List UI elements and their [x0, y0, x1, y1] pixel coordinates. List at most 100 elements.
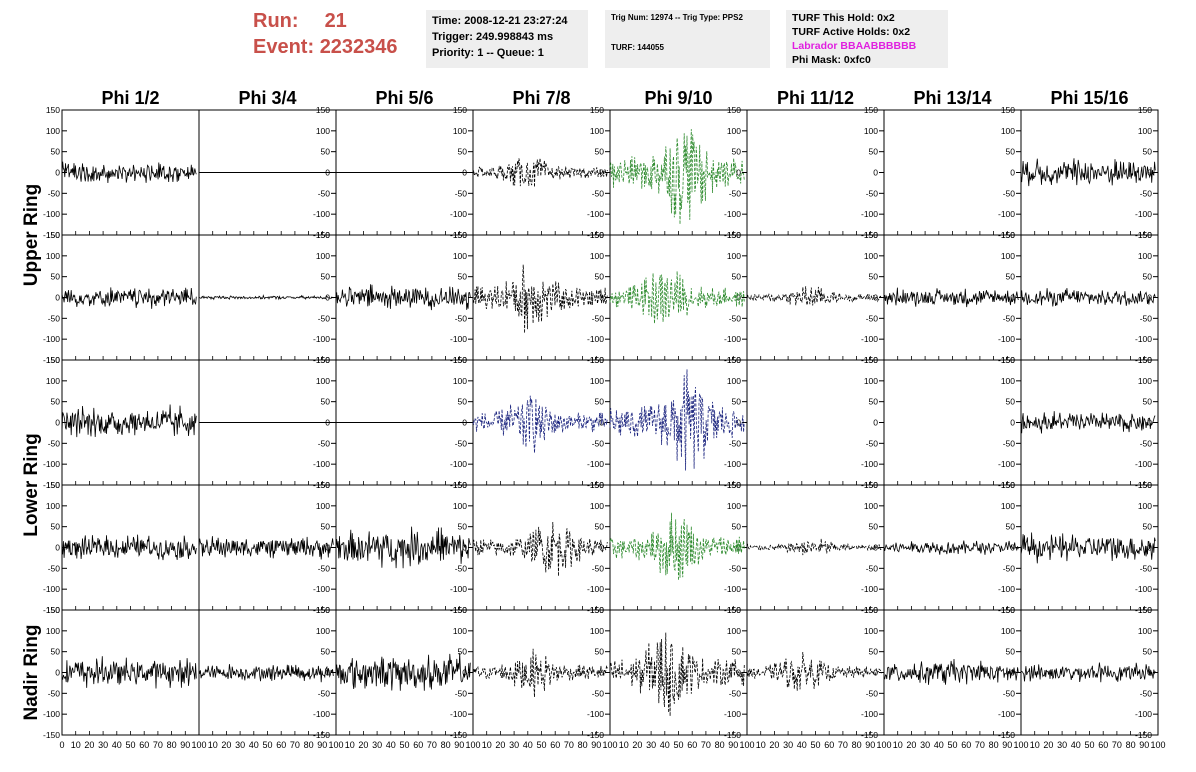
y-tick-label: -100	[861, 459, 878, 469]
y-tick-label: 150	[46, 605, 60, 615]
y-tick-label: 100	[1138, 251, 1152, 261]
y-tick-label: -100	[998, 209, 1015, 219]
x-tick-label: 30	[783, 740, 793, 750]
y-tick-label: 150	[590, 480, 604, 490]
y-tick-label: 0	[1010, 418, 1015, 428]
y-tick-label: 100	[864, 501, 878, 511]
y-tick-label: 50	[458, 647, 468, 657]
waveform-trace	[883, 658, 1019, 685]
x-tick-label: 90	[454, 740, 464, 750]
y-tick-label: 100	[727, 251, 741, 261]
y-tick-label: 150	[727, 605, 741, 615]
y-tick-label: 150	[453, 480, 467, 490]
y-tick-label: 0	[1147, 168, 1152, 178]
x-tick-label: 100	[602, 740, 617, 750]
y-tick-label: -100	[450, 709, 467, 719]
x-tick-label: 20	[632, 740, 642, 750]
y-tick-label: -100	[313, 459, 330, 469]
y-tick-label: 50	[595, 522, 605, 532]
panel-r1-c1: 150 100 50 0 -50 -100 -150	[43, 105, 200, 240]
x-tick-label: 90	[728, 740, 738, 750]
y-tick-label: 100	[1001, 251, 1015, 261]
y-tick-label: 50	[51, 272, 61, 282]
y-tick-label: 150	[316, 480, 330, 490]
y-tick-label: 100	[316, 251, 330, 261]
column-title-1: Phi 1/2	[101, 88, 159, 108]
time-info-box: Time: 2008-12-21 23:27:24 Trigger: 249.9…	[426, 10, 588, 68]
y-tick-label: -100	[450, 334, 467, 344]
y-tick-label: -100	[998, 334, 1015, 344]
x-tick-label: 90	[317, 740, 327, 750]
y-tick-label: 0	[736, 168, 741, 178]
turf-info-box: TURF This Hold: 0x2 TURF Active Holds: 0…	[786, 10, 948, 68]
y-tick-label: 50	[595, 147, 605, 157]
waveform-trace	[472, 158, 608, 188]
column-title-2: Phi 3/4	[238, 88, 296, 108]
y-tick-label: -50	[1003, 313, 1016, 323]
y-tick-label: -50	[48, 188, 61, 198]
y-tick-label: 100	[316, 126, 330, 136]
x-tick-label: 80	[989, 740, 999, 750]
waveform-trace	[1020, 158, 1156, 187]
y-tick-label: 100	[46, 251, 60, 261]
x-tick-label: 20	[495, 740, 505, 750]
waveform-trace	[472, 648, 608, 698]
y-tick-label: -50	[318, 188, 331, 198]
x-tick-label: 30	[1057, 740, 1067, 750]
y-tick-label: 50	[51, 522, 61, 532]
y-tick-label: 50	[595, 647, 605, 657]
y-tick-label: 150	[590, 605, 604, 615]
waveform-trace	[198, 664, 334, 683]
time-text: Time: 2008-12-21 23:27:24	[432, 15, 568, 27]
event-label: Event:	[253, 36, 315, 58]
y-tick-label: 100	[46, 126, 60, 136]
x-tick-label: 20	[906, 740, 916, 750]
y-tick-label: 100	[590, 251, 604, 261]
y-tick-label: 150	[590, 105, 604, 115]
y-tick-label: 150	[727, 230, 741, 240]
x-tick-label: 30	[646, 740, 656, 750]
y-tick-label: -100	[313, 334, 330, 344]
x-tick-label: 10	[1030, 740, 1040, 750]
y-tick-label: 50	[1143, 397, 1153, 407]
y-tick-label: -50	[318, 688, 331, 698]
y-tick-label: -100	[587, 709, 604, 719]
x-tick-label: 50	[536, 740, 546, 750]
y-tick-label: 150	[864, 605, 878, 615]
column-title-8: Phi 15/16	[1050, 88, 1128, 108]
x-tick-label: 60	[1098, 740, 1108, 750]
x-tick-label: 60	[413, 740, 423, 750]
y-tick-label: 150	[46, 480, 60, 490]
y-tick-label: 150	[1001, 605, 1015, 615]
y-tick-label: -100	[43, 334, 60, 344]
y-tick-label: 100	[453, 376, 467, 386]
panel-r3-c1: 150 100 50 0 -50 -100 -150	[43, 355, 200, 490]
y-tick-label: 100	[727, 126, 741, 136]
y-tick-label: -100	[1135, 334, 1152, 344]
y-tick-label: -150	[587, 730, 604, 740]
waveform-trace	[1020, 662, 1156, 683]
y-tick-label: 50	[595, 272, 605, 282]
y-tick-label: -50	[729, 688, 742, 698]
panel-frame	[61, 359, 200, 486]
y-tick-label: 150	[1138, 230, 1152, 240]
turf-this-hold-text: TURF This Hold: 0x2	[792, 12, 895, 24]
ring-title-3: Nadir Ring	[21, 624, 42, 720]
x-tick-label: 10	[71, 740, 81, 750]
y-tick-label: 100	[453, 251, 467, 261]
